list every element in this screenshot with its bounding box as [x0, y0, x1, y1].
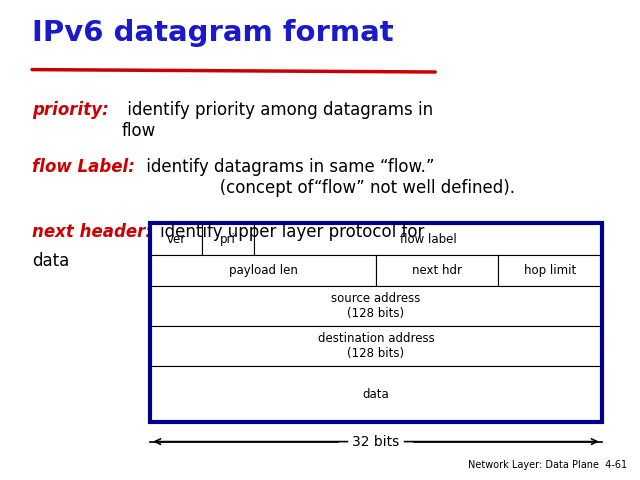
Text: payload len: payload len: [228, 264, 298, 277]
Bar: [150, 223, 602, 422]
Text: source address
(128 bits): source address (128 bits): [332, 292, 420, 320]
Bar: [150, 287, 602, 326]
Text: next header:: next header:: [32, 223, 152, 241]
Text: identify priority among datagrams in
flow: identify priority among datagrams in flo…: [122, 101, 433, 140]
Text: pri: pri: [220, 232, 236, 245]
Text: data: data: [363, 388, 389, 401]
Text: destination address
(128 bits): destination address (128 bits): [317, 332, 435, 360]
Text: hop limit: hop limit: [524, 264, 576, 277]
Bar: [376, 255, 498, 287]
Text: IPv6 datagram format: IPv6 datagram format: [32, 19, 394, 47]
Text: Network Layer: Data Plane  4-61: Network Layer: Data Plane 4-61: [468, 460, 627, 470]
Bar: [202, 223, 254, 255]
Text: ver: ver: [166, 232, 186, 245]
Bar: [150, 366, 602, 422]
Text: next hdr: next hdr: [412, 264, 462, 277]
Text: data: data: [32, 252, 69, 270]
Text: flow Label:: flow Label:: [32, 158, 135, 176]
Bar: [498, 255, 602, 287]
Bar: [254, 223, 602, 255]
Text: flow label: flow label: [399, 232, 456, 245]
Bar: [150, 223, 202, 255]
Text: 32 bits: 32 bits: [353, 434, 399, 449]
Text: identify datagrams in same “flow.”
               (concept of“flow” not well def: identify datagrams in same “flow.” (conc…: [141, 158, 515, 197]
Bar: [150, 255, 376, 287]
Text: priority:: priority:: [32, 101, 109, 119]
Text: identify upper layer protocol for: identify upper layer protocol for: [160, 223, 424, 241]
Bar: [150, 326, 602, 366]
